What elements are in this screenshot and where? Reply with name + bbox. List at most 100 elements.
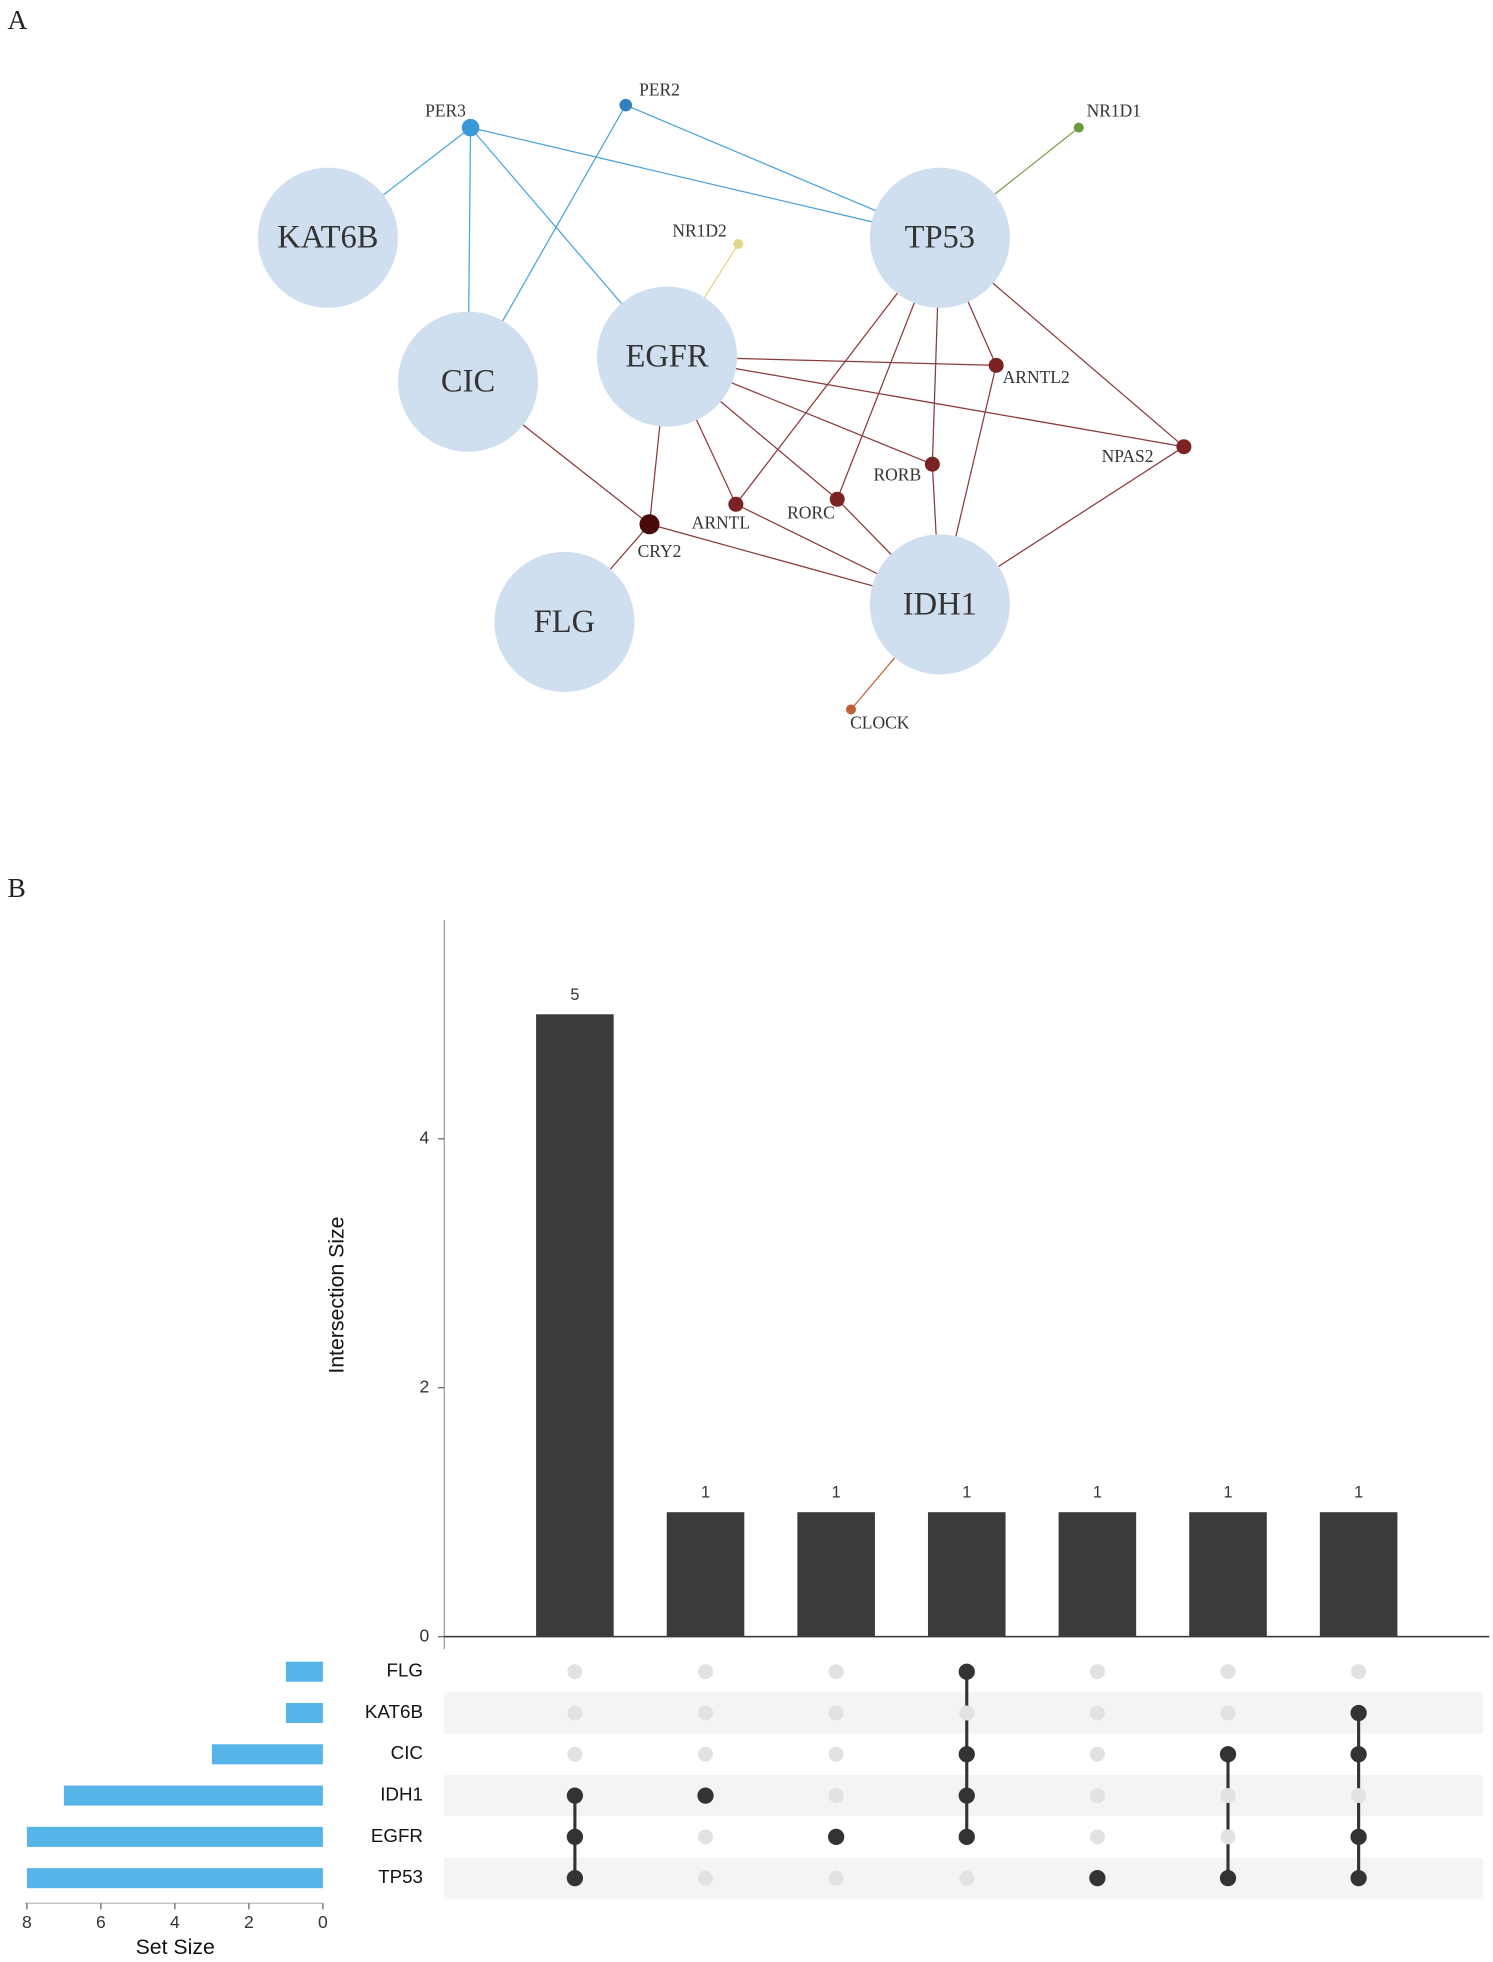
node-label: ARNTL2 xyxy=(1003,367,1070,387)
set-label: IDH1 xyxy=(380,1784,423,1805)
network-edge xyxy=(470,127,940,239)
data-label: 5 xyxy=(570,986,579,1004)
matrix-dot xyxy=(1220,1664,1236,1680)
matrix-dot xyxy=(1220,1705,1236,1721)
matrix-dot xyxy=(567,1705,583,1721)
network-node xyxy=(733,238,744,250)
y-tick-label: 2 xyxy=(420,1376,430,1396)
matrix-dot xyxy=(828,1788,844,1804)
matrix-dot xyxy=(828,1705,844,1721)
data-label: 1 xyxy=(1223,1484,1232,1502)
matrix-dot xyxy=(698,1746,714,1762)
network-node xyxy=(869,534,1010,675)
set-size-bar xyxy=(26,1868,323,1889)
x-tick-label: 6 xyxy=(96,1912,106,1932)
set-size-bar xyxy=(26,1826,323,1847)
network-node xyxy=(596,286,738,427)
bar xyxy=(1319,1512,1398,1637)
matrix-dot xyxy=(958,1746,975,1763)
matrix-dot xyxy=(959,1870,975,1886)
x-tick-label: 0 xyxy=(318,1912,328,1932)
matrix-dot xyxy=(1351,1788,1367,1804)
set-label: KAT6B xyxy=(365,1701,423,1722)
y-tick-label: 4 xyxy=(420,1127,430,1147)
data-label: 1 xyxy=(701,1484,710,1502)
matrix-dot xyxy=(1220,1829,1236,1845)
node-label: RORC xyxy=(787,502,835,522)
matrix-dot xyxy=(828,1828,845,1846)
network-node xyxy=(639,514,660,535)
matrix-dot xyxy=(566,1787,584,1804)
matrix-dot xyxy=(1089,1788,1105,1804)
network-node xyxy=(869,167,1010,308)
matrix-dot xyxy=(1350,1746,1367,1763)
bar xyxy=(1189,1512,1267,1637)
bar xyxy=(927,1512,1006,1637)
matrix-dot xyxy=(566,1870,584,1887)
matrix-dot xyxy=(567,1746,583,1762)
node-label: TP53 xyxy=(905,220,975,256)
network-node xyxy=(257,167,398,308)
data-label: 1 xyxy=(832,1484,841,1502)
set-label: FLG xyxy=(386,1660,423,1681)
node-label: NR1D2 xyxy=(672,221,726,241)
node-label: PER3 xyxy=(425,101,466,121)
network-node xyxy=(845,704,857,715)
node-label: CLOCK xyxy=(850,713,910,733)
network-node xyxy=(1073,122,1084,133)
matrix-dot xyxy=(698,1664,714,1680)
network-node xyxy=(397,311,539,452)
set-size-bar xyxy=(285,1702,323,1724)
matrix-dot xyxy=(1089,1705,1105,1721)
set-label: EGFR xyxy=(371,1825,423,1846)
x-tick-label: 2 xyxy=(244,1912,254,1932)
node-label: FLG xyxy=(534,604,595,640)
matrix-dot xyxy=(1089,1829,1105,1845)
set-label: TP53 xyxy=(378,1866,423,1887)
bar xyxy=(536,1014,614,1637)
node-label: CRY2 xyxy=(638,541,682,561)
set-size-bar xyxy=(63,1785,323,1806)
set-size-bar xyxy=(285,1661,323,1682)
y-tick-label: 0 xyxy=(420,1625,430,1645)
set-label: CIC xyxy=(391,1742,423,1763)
matrix-dot xyxy=(1220,1788,1236,1804)
network-node xyxy=(924,456,940,472)
matrix-dot xyxy=(698,1870,714,1886)
network-edge xyxy=(666,355,1184,448)
matrix-dot xyxy=(697,1787,714,1804)
matrix-dot xyxy=(959,1705,975,1721)
bar xyxy=(1058,1512,1137,1637)
node-label: IDH1 xyxy=(903,586,977,622)
matrix-dot xyxy=(828,1870,844,1886)
node-label: PER2 xyxy=(639,79,680,99)
x-tick-label: 4 xyxy=(170,1912,180,1932)
network-node xyxy=(1176,439,1192,455)
matrix-dot xyxy=(1351,1664,1367,1680)
matrix-dot xyxy=(1219,1746,1237,1763)
data-label: 1 xyxy=(1354,1484,1363,1502)
x-tick-label: 8 xyxy=(22,1912,32,1932)
matrix-dot xyxy=(698,1705,714,1721)
node-label: ARNTL xyxy=(692,512,750,532)
panel-label: B xyxy=(8,872,26,903)
data-label: 1 xyxy=(962,1484,971,1502)
network-node xyxy=(988,357,1004,373)
bar xyxy=(666,1512,745,1637)
set-size-bar xyxy=(211,1744,323,1765)
network-node xyxy=(494,551,635,692)
node-label: RORB xyxy=(873,465,921,485)
network-node xyxy=(728,496,744,512)
matrix-dot xyxy=(1089,1664,1105,1680)
matrix-dot xyxy=(958,1787,975,1804)
matrix-dot xyxy=(958,1663,975,1680)
node-label: NR1D1 xyxy=(1087,101,1141,121)
node-label: NPAS2 xyxy=(1102,446,1154,466)
matrix-dot xyxy=(828,1746,844,1762)
node-label: CIC xyxy=(441,364,495,400)
matrix-dot xyxy=(567,1664,583,1680)
matrix-dot xyxy=(1089,1746,1105,1762)
matrix-dot xyxy=(958,1828,975,1846)
